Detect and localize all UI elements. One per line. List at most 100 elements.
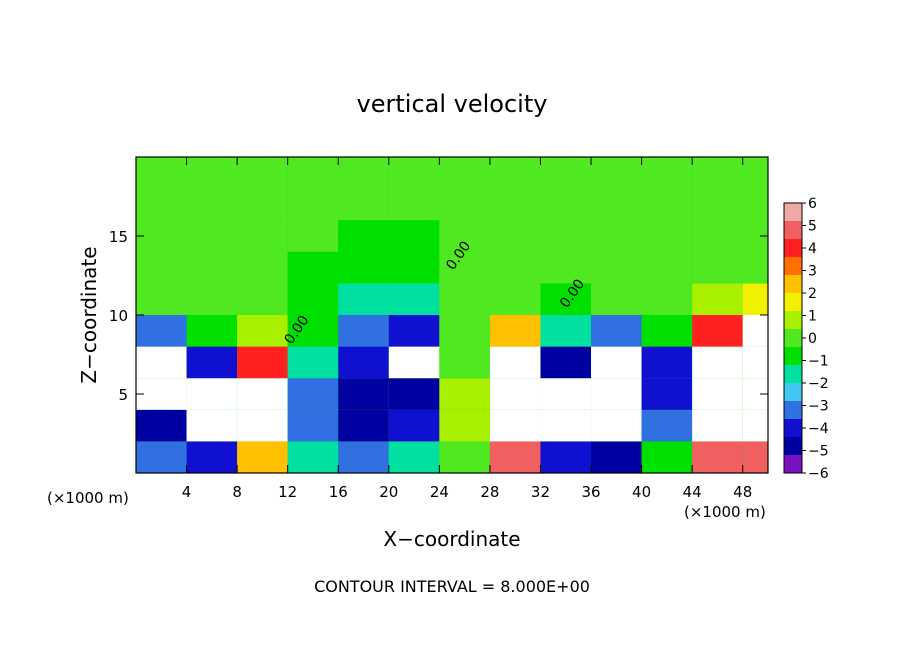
- heatmap-cell: [237, 409, 288, 442]
- y-tick-label: 5: [118, 386, 128, 404]
- heatmap-cell: [388, 315, 440, 347]
- heatmap-cell: [439, 378, 490, 410]
- colorbar-tick-label: 0: [808, 331, 817, 347]
- x-unit-right: (×1000 m): [684, 503, 766, 521]
- heatmap-cell: [136, 346, 187, 379]
- heatmap-cell: [237, 346, 288, 379]
- heatmap-cell: [641, 346, 693, 379]
- colorbar-swatch: [784, 329, 802, 348]
- colorbar-tick-label: 5: [808, 219, 817, 235]
- heatmap-cell: [237, 251, 288, 284]
- heatmap-cell: [136, 251, 187, 284]
- x-tick-label: 32: [531, 483, 550, 501]
- heatmap-cell: [591, 378, 642, 410]
- heatmap-cell: [742, 157, 768, 189]
- colorbar: 6 5 4 3 2 1 0 −1 −2 −3 −4 −5 −6: [783, 196, 829, 482]
- colorbar-tick-label: −2: [808, 376, 829, 392]
- x-tick-label: 28: [480, 483, 499, 501]
- heatmap-cell: [338, 188, 389, 221]
- heatmap-cell: [287, 409, 339, 442]
- x-tick-label: 4: [182, 483, 192, 501]
- heatmap-cell: [338, 251, 389, 284]
- heatmap-cell: [742, 346, 768, 379]
- heatmap-cell: [591, 220, 642, 252]
- heatmap-cell: [540, 188, 592, 221]
- heatmap-cell: [439, 315, 490, 347]
- heatmap-cell: [489, 188, 541, 221]
- heatmap-cell: [742, 409, 768, 442]
- heatmap-cell: [136, 157, 187, 189]
- heatmap-cell: [641, 188, 693, 221]
- heatmap-cell: [186, 409, 238, 442]
- heatmap-cell: [489, 346, 541, 379]
- heatmap-cell: [641, 220, 693, 252]
- heatmap-cell: [641, 315, 693, 347]
- heatmap-cell: [692, 157, 743, 189]
- heatmap-cell: [388, 251, 440, 284]
- heatmap-cell: [692, 409, 743, 442]
- heatmap-cell: [540, 346, 592, 379]
- heatmap-cell: [186, 441, 238, 473]
- heatmap-cell: [540, 378, 592, 410]
- heatmap-cell: [338, 157, 389, 189]
- contour-interval-footer: CONTOUR INTERVAL = 8.000E+00: [314, 577, 590, 596]
- heatmap-cell: [388, 378, 440, 410]
- heatmap-cell: [540, 409, 592, 442]
- x-tick-label: 8: [232, 483, 242, 501]
- colorbar-tick-label: 1: [808, 309, 817, 325]
- heatmap-cell: [489, 441, 541, 473]
- heatmap-cells: [136, 157, 768, 473]
- heatmap-cell: [186, 251, 238, 284]
- heatmap-cell: [489, 251, 541, 284]
- heatmap-cell: [186, 346, 238, 379]
- heatmap-cell: [742, 188, 768, 221]
- x-tick-label: 20: [379, 483, 398, 501]
- colorbar-swatch: [784, 455, 802, 474]
- colorbar-swatch: [784, 275, 802, 294]
- colorbar-swatch: [784, 221, 802, 240]
- heatmap-cell: [591, 157, 642, 189]
- heatmap-cell: [237, 441, 288, 473]
- heatmap-cell: [338, 220, 389, 252]
- heatmap-cell: [439, 251, 490, 284]
- heatmap-cell: [237, 283, 288, 315]
- heatmap-cell: [136, 409, 187, 442]
- heatmap-cell: [287, 315, 339, 347]
- heatmap-cell: [439, 220, 490, 252]
- colorbar-tick-label: 2: [808, 286, 817, 302]
- heatmap-cell: [287, 251, 339, 284]
- heatmap-cell: [540, 283, 592, 315]
- colorbar-swatch: [784, 257, 802, 276]
- heatmap-cell: [136, 378, 187, 410]
- heatmap-cell: [237, 315, 288, 347]
- colorbar-swatch: [784, 383, 802, 402]
- heatmap-cell: [439, 188, 490, 221]
- heatmap-cell: [338, 283, 389, 315]
- heatmap-cell: [136, 315, 187, 347]
- heatmap-cell: [287, 220, 339, 252]
- heatmap-cell: [338, 409, 389, 442]
- heatmap-cell: [338, 315, 389, 347]
- heatmap-cell: [742, 441, 768, 473]
- heatmap-cell: [388, 409, 440, 442]
- heatmap-cell: [591, 315, 642, 347]
- heatmap-cell: [540, 157, 592, 189]
- chart-title: vertical velocity: [357, 90, 548, 118]
- y-tick-label: 10: [109, 307, 128, 325]
- heatmap-cell: [287, 157, 339, 189]
- heatmap-cell: [388, 157, 440, 189]
- heatmap-cell: [489, 378, 541, 410]
- heatmap-cell: [388, 346, 440, 379]
- heatmap-cell: [186, 378, 238, 410]
- heatmap-cell: [641, 157, 693, 189]
- heatmap-cell: [338, 346, 389, 379]
- heatmap-cell: [692, 188, 743, 221]
- heatmap-cell: [388, 441, 440, 473]
- heatmap-cell: [136, 220, 187, 252]
- x-axis-ticks: 4 8 12 16 20 24 28 32 36 40 44 48: [182, 157, 752, 501]
- heatmap-cell: [287, 378, 339, 410]
- heatmap-cell: [186, 188, 238, 221]
- x-tick-label: 48: [733, 483, 752, 501]
- colorbar-swatch: [784, 239, 802, 258]
- colorbar-swatch: [784, 437, 802, 456]
